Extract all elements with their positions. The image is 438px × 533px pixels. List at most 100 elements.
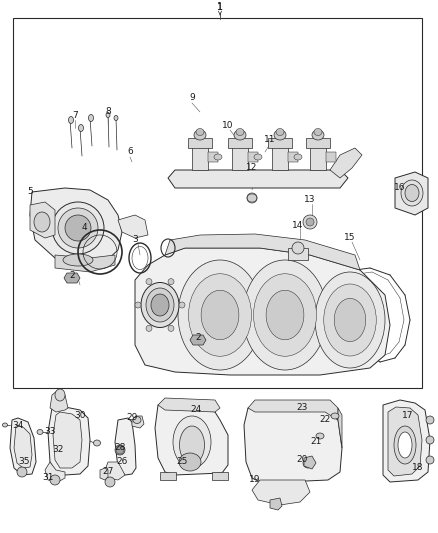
- Ellipse shape: [63, 254, 93, 266]
- Polygon shape: [288, 248, 308, 260]
- Text: 29: 29: [126, 414, 138, 423]
- Ellipse shape: [3, 423, 7, 427]
- Polygon shape: [14, 425, 32, 468]
- Polygon shape: [158, 398, 220, 412]
- Polygon shape: [55, 255, 115, 272]
- Text: 12: 12: [246, 164, 258, 173]
- Text: 22: 22: [319, 416, 331, 424]
- Ellipse shape: [196, 128, 204, 135]
- Circle shape: [179, 302, 185, 308]
- Polygon shape: [168, 170, 348, 188]
- Polygon shape: [192, 145, 208, 170]
- Ellipse shape: [146, 288, 174, 322]
- Circle shape: [303, 215, 317, 229]
- Polygon shape: [10, 418, 36, 475]
- Circle shape: [116, 446, 124, 454]
- Circle shape: [146, 279, 152, 285]
- Ellipse shape: [115, 445, 125, 455]
- Ellipse shape: [65, 215, 91, 241]
- Text: 16: 16: [394, 183, 406, 192]
- Polygon shape: [30, 202, 55, 238]
- Circle shape: [426, 416, 434, 424]
- Ellipse shape: [243, 260, 327, 370]
- Ellipse shape: [151, 294, 169, 316]
- Circle shape: [426, 456, 434, 464]
- Ellipse shape: [254, 154, 262, 160]
- Ellipse shape: [55, 389, 65, 401]
- Ellipse shape: [93, 440, 100, 446]
- Polygon shape: [100, 468, 108, 480]
- Text: 3: 3: [132, 236, 138, 245]
- Ellipse shape: [234, 130, 246, 140]
- Circle shape: [168, 279, 174, 285]
- Ellipse shape: [68, 117, 74, 124]
- Polygon shape: [383, 400, 430, 482]
- Ellipse shape: [180, 426, 205, 464]
- Polygon shape: [160, 472, 176, 480]
- Polygon shape: [232, 145, 248, 170]
- Text: 15: 15: [344, 233, 356, 243]
- Ellipse shape: [274, 130, 286, 140]
- Polygon shape: [395, 172, 428, 215]
- Circle shape: [303, 458, 313, 468]
- Ellipse shape: [178, 260, 262, 370]
- Text: 14: 14: [292, 221, 304, 230]
- Polygon shape: [132, 416, 144, 428]
- Text: 23: 23: [297, 403, 307, 413]
- Text: 20: 20: [297, 456, 307, 464]
- Text: 18: 18: [412, 464, 424, 472]
- Polygon shape: [115, 418, 136, 475]
- Ellipse shape: [315, 272, 385, 368]
- Polygon shape: [45, 462, 65, 482]
- Circle shape: [292, 242, 304, 254]
- Circle shape: [426, 436, 434, 444]
- Ellipse shape: [405, 184, 419, 201]
- Ellipse shape: [334, 298, 366, 342]
- Circle shape: [247, 193, 257, 203]
- Ellipse shape: [324, 284, 376, 356]
- Polygon shape: [64, 273, 80, 283]
- Text: 26: 26: [117, 457, 128, 466]
- Ellipse shape: [133, 416, 141, 424]
- Text: 5: 5: [27, 188, 33, 197]
- Circle shape: [135, 302, 141, 308]
- Text: 19: 19: [249, 475, 261, 484]
- Ellipse shape: [114, 116, 118, 120]
- Ellipse shape: [314, 128, 322, 135]
- Ellipse shape: [52, 202, 104, 254]
- Polygon shape: [326, 152, 336, 162]
- Polygon shape: [270, 498, 282, 510]
- Text: 24: 24: [191, 406, 201, 415]
- Text: 8: 8: [105, 108, 111, 117]
- Polygon shape: [190, 335, 206, 345]
- Polygon shape: [165, 234, 360, 270]
- Ellipse shape: [331, 413, 339, 419]
- Polygon shape: [53, 412, 82, 468]
- Ellipse shape: [266, 290, 304, 340]
- Polygon shape: [252, 480, 310, 505]
- Polygon shape: [330, 148, 362, 178]
- Polygon shape: [188, 138, 212, 148]
- Polygon shape: [212, 472, 228, 480]
- Text: 27: 27: [102, 467, 114, 477]
- Polygon shape: [288, 152, 298, 162]
- Text: 32: 32: [52, 446, 64, 455]
- Text: 31: 31: [42, 473, 54, 482]
- Text: 1: 1: [217, 4, 223, 12]
- Polygon shape: [30, 188, 122, 265]
- Ellipse shape: [254, 274, 317, 356]
- Text: 21: 21: [310, 438, 321, 447]
- Text: 2: 2: [195, 334, 201, 343]
- Text: 28: 28: [114, 443, 126, 453]
- Polygon shape: [310, 145, 326, 170]
- Ellipse shape: [78, 125, 84, 132]
- Text: 30: 30: [74, 410, 86, 419]
- Text: 1: 1: [217, 2, 223, 12]
- Text: 4: 4: [81, 223, 87, 232]
- Ellipse shape: [58, 208, 98, 248]
- Polygon shape: [135, 248, 390, 375]
- Ellipse shape: [179, 453, 201, 471]
- Ellipse shape: [294, 154, 302, 160]
- Text: 25: 25: [177, 457, 188, 466]
- Ellipse shape: [312, 130, 324, 140]
